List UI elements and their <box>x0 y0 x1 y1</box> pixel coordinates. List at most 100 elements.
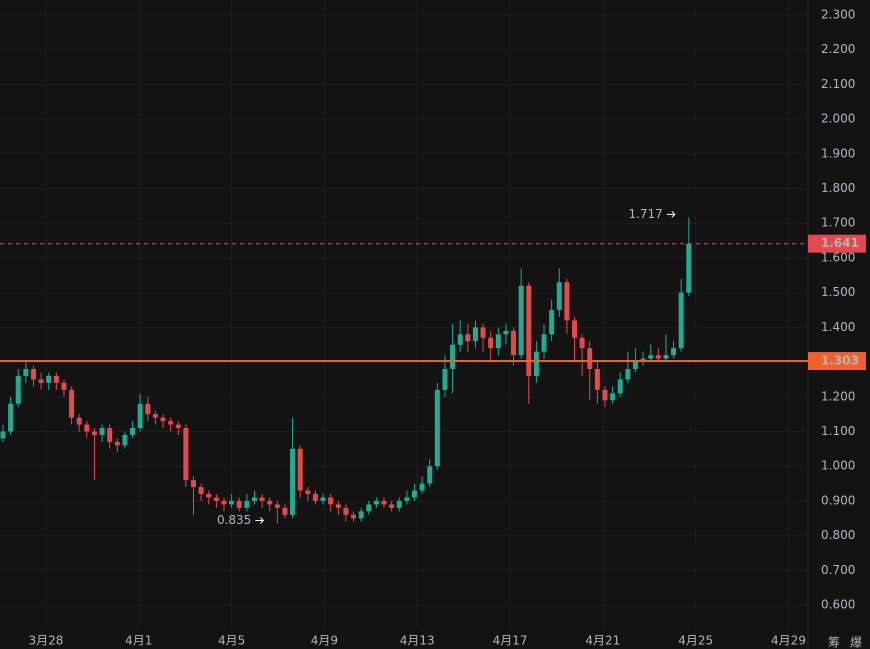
candle-body <box>274 504 280 508</box>
candle-body <box>137 403 143 429</box>
x-tick-label: 4月13 <box>400 634 435 648</box>
candle-body <box>518 285 524 356</box>
annotation: 0.835 <box>217 513 251 527</box>
candle-body <box>8 403 14 432</box>
candle-body <box>213 497 219 501</box>
candle-body <box>472 327 478 342</box>
candle-body <box>556 282 562 311</box>
candle-body <box>53 375 59 383</box>
candle-body <box>358 511 364 519</box>
candle-body <box>168 421 174 425</box>
y-tick-label: 1.700 <box>821 216 855 230</box>
candle-body <box>122 434 128 446</box>
candle-body <box>572 320 577 338</box>
candle-body <box>130 428 136 435</box>
candle-body <box>221 500 227 505</box>
candle-body <box>533 351 539 376</box>
candle-body <box>320 497 326 501</box>
candle-body <box>655 355 661 359</box>
y-tick-label: 0.700 <box>821 563 855 577</box>
candle-body <box>114 441 120 446</box>
footer-button: 筹 <box>828 636 840 649</box>
candle-body <box>564 282 570 321</box>
annotation-arrow <box>666 210 676 218</box>
candle-body <box>442 369 448 390</box>
candle-body <box>15 375 21 404</box>
candle-body <box>366 504 372 512</box>
candle-body <box>686 243 692 293</box>
x-tick-label: 3月28 <box>28 634 63 648</box>
candle-body <box>351 514 357 519</box>
candle-body <box>373 500 379 505</box>
annotation: 1.717 <box>628 207 662 221</box>
candle-body <box>450 344 456 370</box>
y-tick-label: 1.100 <box>821 424 855 438</box>
candle-body <box>632 362 638 370</box>
x-tick-label: 4月5 <box>218 634 245 648</box>
x-tick-label: 4月25 <box>678 634 713 648</box>
candle-body <box>38 379 44 383</box>
candle-body <box>175 424 181 429</box>
price-label-box <box>808 352 866 371</box>
candle-body <box>389 504 395 508</box>
candle-body <box>495 334 501 349</box>
candle-body <box>244 500 250 508</box>
y-tick-label: 2.200 <box>821 42 855 56</box>
y-tick-label: 1.000 <box>821 459 855 473</box>
y-tick-label: 1.200 <box>821 389 855 403</box>
y-tick-label: 0.800 <box>821 528 855 542</box>
candle-body <box>152 414 158 418</box>
candle-body <box>282 507 288 515</box>
y-tick-label: 1.800 <box>821 181 855 195</box>
x-tick-label: 4月9 <box>311 634 338 648</box>
candle-body <box>381 500 387 505</box>
candle-body <box>312 493 318 501</box>
candle-body <box>145 403 151 415</box>
y-tick-label: 1.500 <box>821 285 855 299</box>
candle-body <box>488 337 494 349</box>
candle-body <box>259 497 265 501</box>
candle-body <box>229 500 235 505</box>
candle-body <box>46 375 52 383</box>
candle-body <box>427 466 433 484</box>
y-tick-label: 2.000 <box>821 112 855 126</box>
candle-body <box>267 500 273 505</box>
candle-body <box>411 490 417 498</box>
candle-body <box>678 292 684 349</box>
candle-body <box>69 389 75 418</box>
y-tick-label: 2.100 <box>821 77 855 91</box>
candle-body <box>671 348 677 356</box>
candle-body <box>511 330 517 356</box>
candle-body <box>610 393 616 401</box>
footer-button: 爆 <box>850 636 862 649</box>
candle-body <box>579 337 585 349</box>
candle-body <box>23 369 29 376</box>
candle-body <box>290 448 296 515</box>
candle-body <box>84 424 90 432</box>
candle-body <box>396 500 402 508</box>
x-tick-label: 4月29 <box>771 634 806 648</box>
candle-body <box>343 507 349 515</box>
candle-body <box>404 497 410 501</box>
candle-body <box>91 431 97 435</box>
candle-body <box>541 334 547 352</box>
candle-body <box>434 389 440 467</box>
candle-body <box>183 428 189 481</box>
candle-body <box>335 504 341 508</box>
candle-body <box>587 348 593 370</box>
candle-body <box>61 382 67 390</box>
candle-body <box>198 487 204 494</box>
candle-body <box>625 369 631 380</box>
candle-body <box>0 431 6 439</box>
candle-body <box>328 497 334 505</box>
candle-body <box>526 285 532 376</box>
candle-body <box>297 448 303 491</box>
candle-body <box>251 497 257 501</box>
y-tick-label: 1.400 <box>821 320 855 334</box>
candle-body <box>480 327 486 338</box>
candle-body <box>503 330 509 335</box>
candle-body <box>30 369 36 380</box>
candle-body <box>457 334 463 345</box>
